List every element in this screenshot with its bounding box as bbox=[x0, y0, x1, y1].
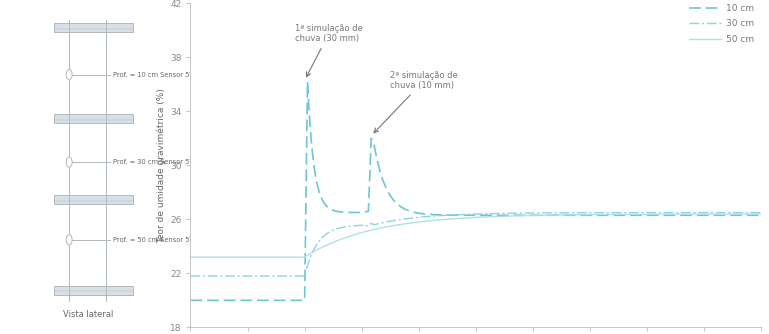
Text: 1ª simulação de
chuva (30 mm): 1ª simulação de chuva (30 mm) bbox=[295, 24, 363, 77]
Circle shape bbox=[66, 69, 72, 80]
Legend: 10 cm, 30 cm, 50 cm: 10 cm, 30 cm, 50 cm bbox=[686, 1, 757, 46]
Text: Prof. = 30 cm Sensor 5TE: Prof. = 30 cm Sensor 5TE bbox=[113, 159, 198, 165]
Text: Vista lateral: Vista lateral bbox=[62, 310, 113, 319]
Bar bbox=[55, 23, 132, 32]
Text: 2ª simulação de
chuva (10 mm): 2ª simulação de chuva (10 mm) bbox=[374, 71, 458, 133]
Circle shape bbox=[66, 157, 72, 167]
Bar bbox=[55, 195, 132, 204]
Bar bbox=[55, 114, 132, 123]
Y-axis label: Teor de umidade gravimétrica (%): Teor de umidade gravimétrica (%) bbox=[156, 88, 166, 243]
Text: Prof. = 10 cm Sensor 5TE: Prof. = 10 cm Sensor 5TE bbox=[113, 71, 198, 77]
Bar bbox=[55, 286, 132, 295]
Text: Prof. = 50 cm Sensor 5TE: Prof. = 50 cm Sensor 5TE bbox=[113, 237, 198, 243]
Circle shape bbox=[66, 235, 72, 245]
